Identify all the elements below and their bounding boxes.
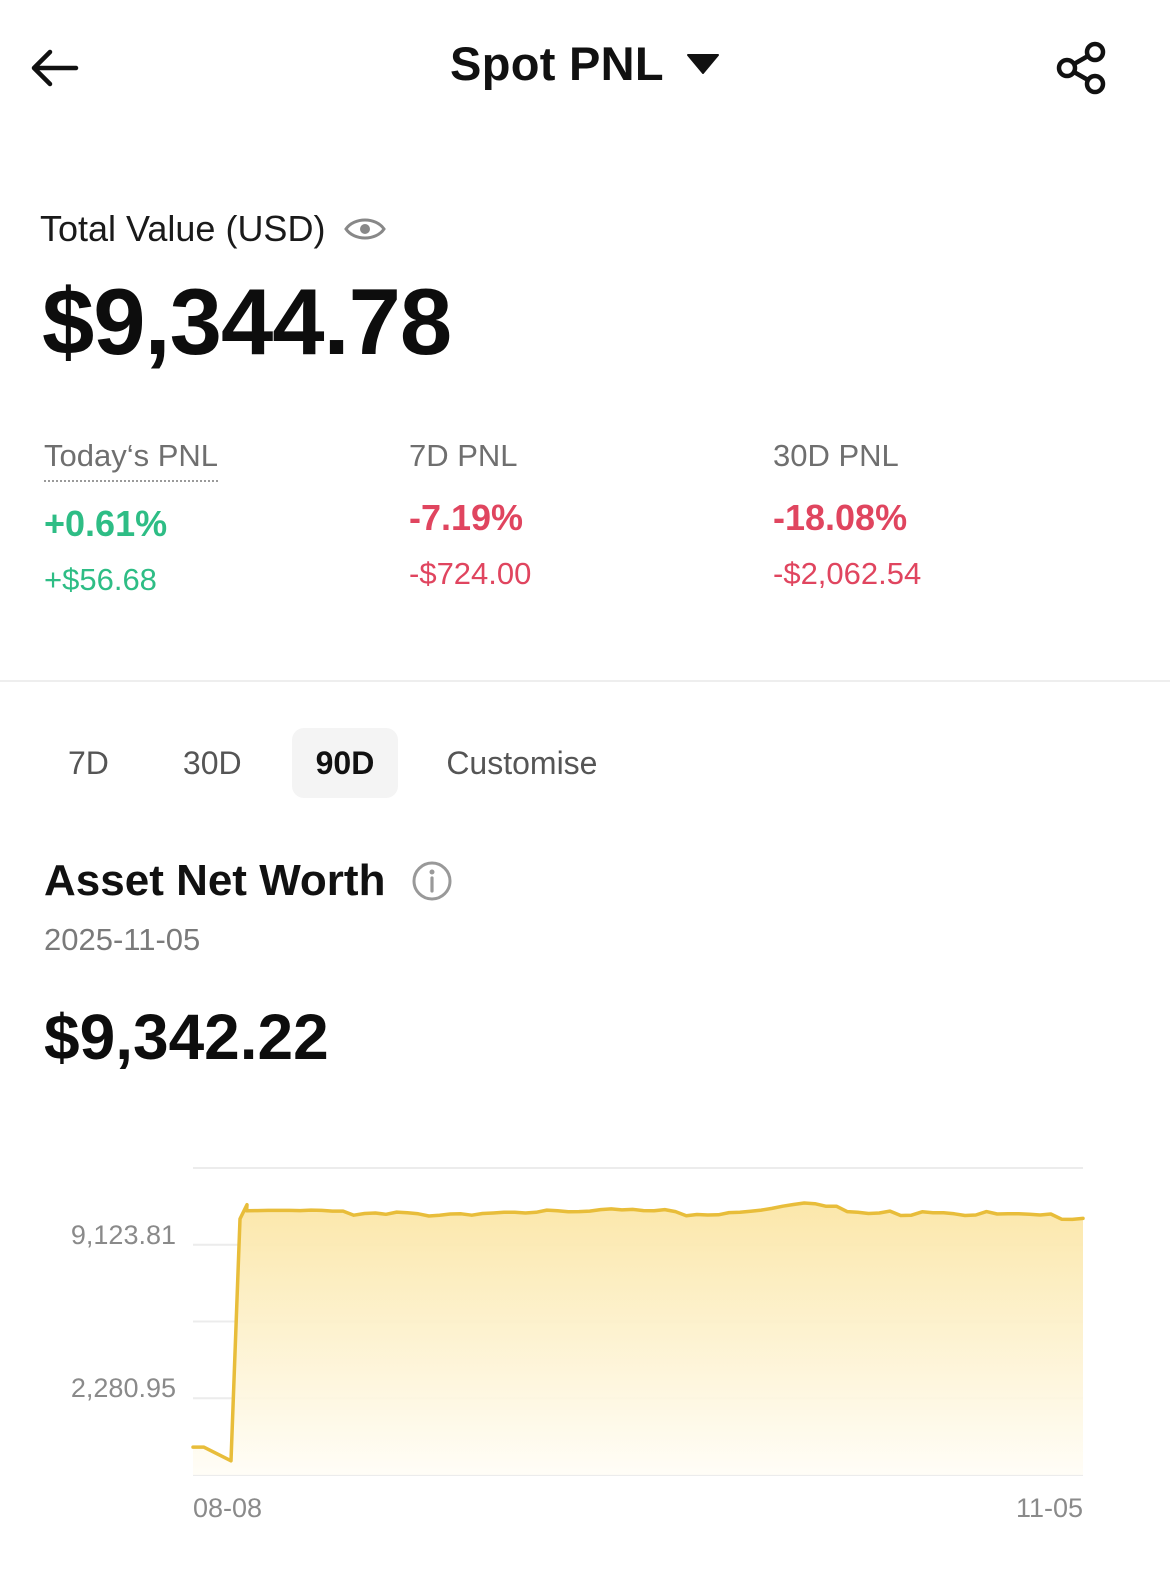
todays-pnl-amount: +$56.68: [44, 562, 157, 597]
range-tabs: 7D 30D 90D Customise: [44, 728, 621, 798]
info-button[interactable]: [411, 860, 453, 902]
todays-pnl-label: Today‘s PNL: [44, 436, 219, 482]
7d-pnl-label: 7D PNL: [409, 438, 518, 473]
back-button[interactable]: [24, 40, 84, 96]
x-tick-label: 11-05: [1016, 1493, 1083, 1523]
todays-pnl-percent: +0.61%: [44, 503, 168, 544]
chart-line: [191, 1201, 1085, 1463]
chart-area-fill: [193, 1203, 1083, 1475]
tab-90d[interactable]: 90D: [291, 728, 399, 798]
share-button[interactable]: [1052, 38, 1112, 98]
eye-icon: [344, 218, 387, 240]
x-tick-label: 08-08: [193, 1493, 262, 1523]
info-icon: [412, 861, 452, 901]
title-dropdown[interactable]: Spot PNL: [0, 36, 1170, 91]
section-divider: [0, 680, 1170, 682]
net-worth-value: $9,342.22: [44, 1001, 329, 1073]
30d-pnl-amount: -$2,062.54: [773, 556, 922, 591]
y-tick-label: 2,280.95: [71, 1373, 176, 1403]
net-worth-title: Asset Net Worth: [44, 856, 386, 905]
y-tick-label: 9,123.81: [71, 1220, 176, 1250]
caret-down-icon: [686, 53, 719, 74]
top-bar: Spot PNL: [0, 0, 1170, 140]
net-worth-date: 2025-11-05: [44, 922, 201, 957]
net-worth-chart[interactable]: 9,123.81 2,280.95 08-08 11-05: [0, 1150, 1170, 1540]
tab-7d[interactable]: 7D: [68, 744, 109, 781]
7d-pnl-amount: -$724.00: [409, 556, 532, 591]
tab-30d[interactable]: 30D: [182, 744, 242, 781]
total-value-amount: $9,344.78: [42, 269, 452, 374]
arrow-left-icon: [31, 49, 79, 87]
toggle-visibility-button[interactable]: [343, 214, 387, 244]
total-value-label: Total Value (USD): [40, 208, 326, 249]
30d-pnl-label: 30D PNL: [773, 438, 899, 473]
7d-pnl-percent: -7.19%: [409, 497, 524, 538]
7d-pnl-stat: 7D PNL -7.19% -$724.00: [409, 436, 531, 594]
net-worth-header: Asset Net Worth: [44, 856, 453, 906]
30d-pnl-stat: 30D PNL -18.08% -$2,062.54: [773, 436, 921, 594]
page-title: Spot PNL: [450, 37, 664, 90]
tab-customise[interactable]: Customise: [446, 744, 598, 781]
30d-pnl-percent: -18.08%: [773, 497, 908, 538]
total-value-header: Total Value (USD): [40, 208, 387, 250]
share-icon: [1056, 41, 1106, 95]
todays-pnl-stat[interactable]: Today‘s PNL +0.61% +$56.68: [44, 436, 219, 600]
